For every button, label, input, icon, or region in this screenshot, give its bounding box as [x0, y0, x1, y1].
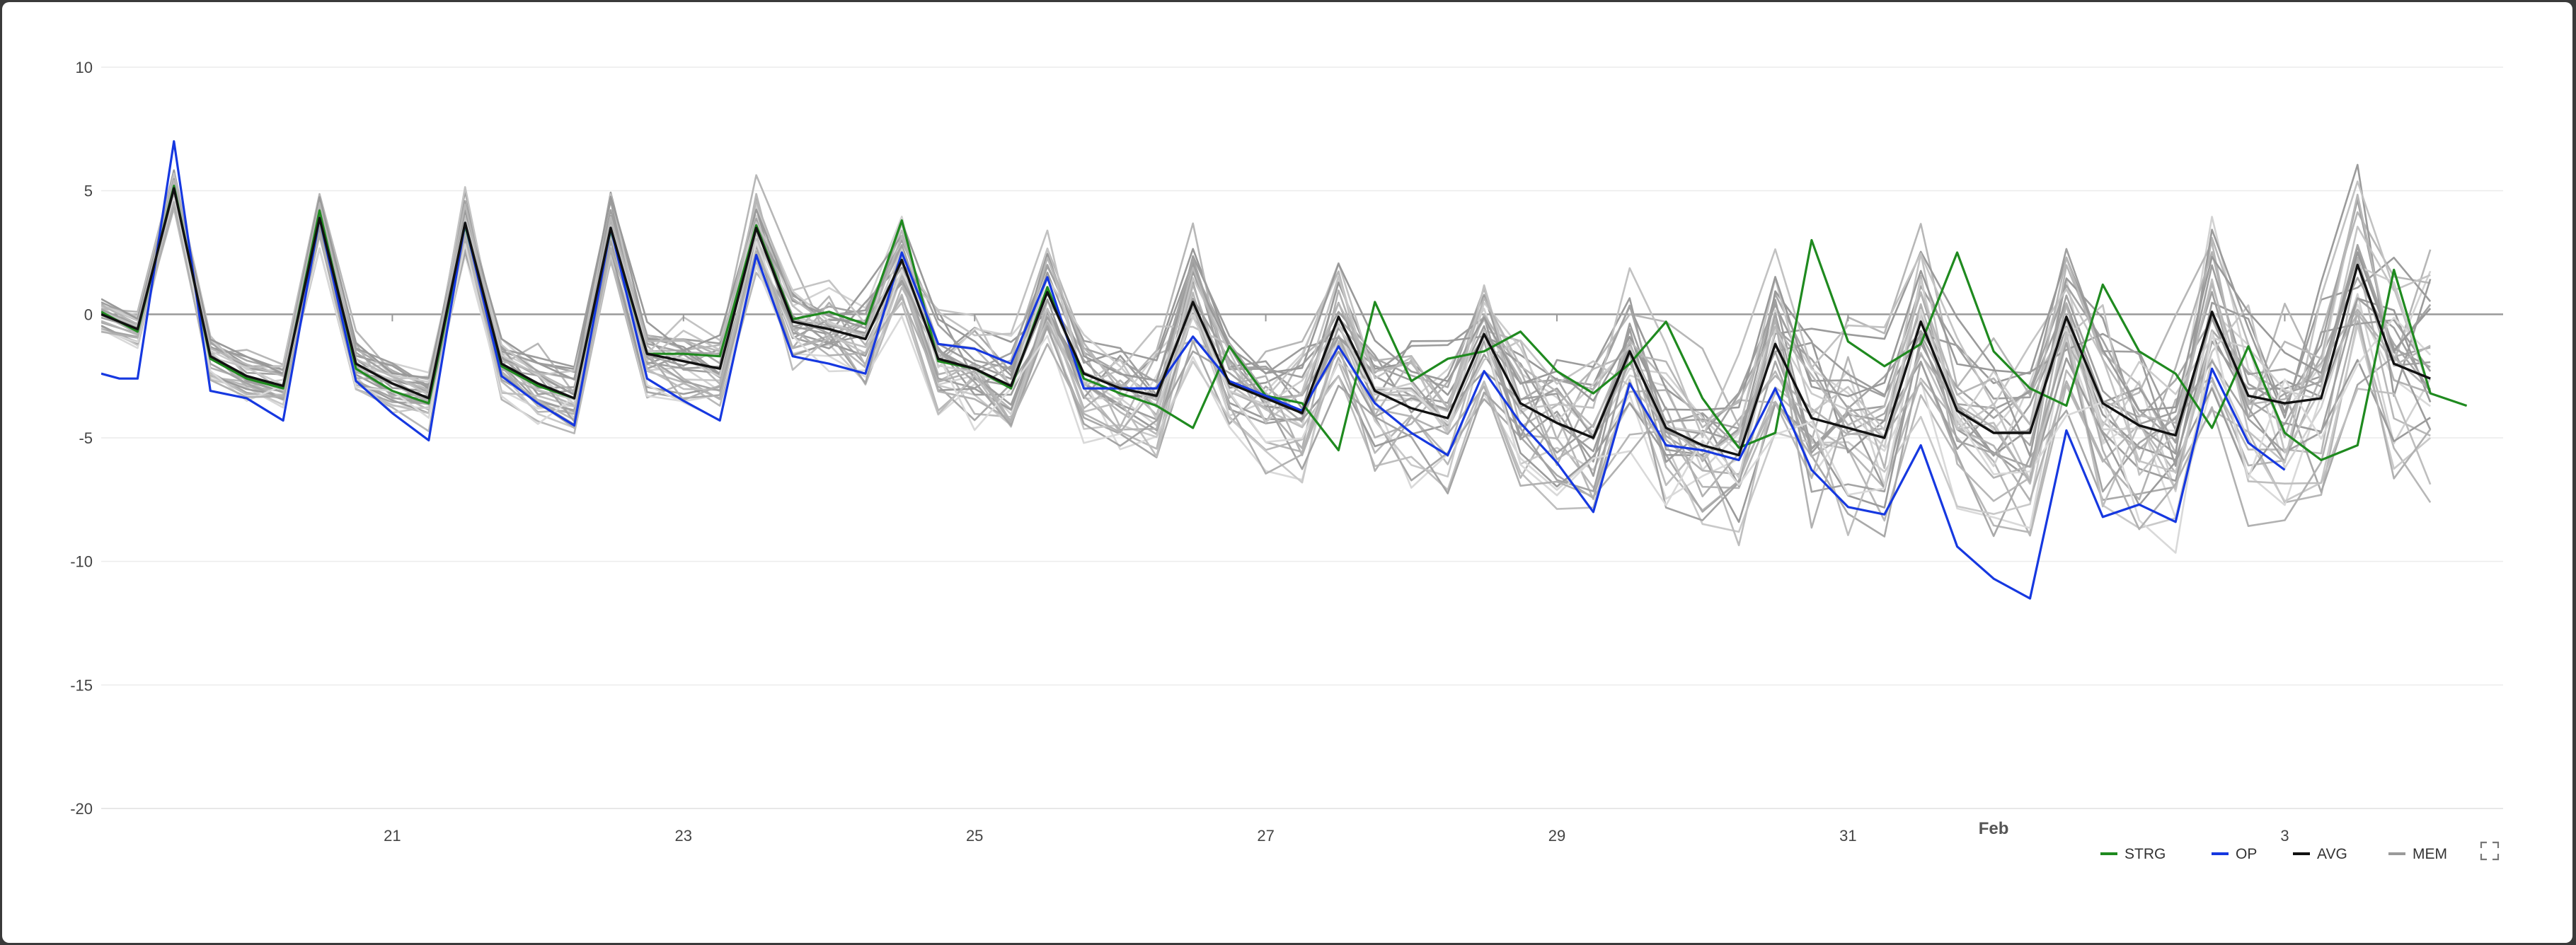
legend-label: OP	[2236, 846, 2257, 862]
mem-series-line	[101, 178, 2432, 412]
mem-series-line	[101, 196, 2432, 479]
legend-item-mem[interactable]: MEM	[2388, 846, 2447, 862]
main-series-layer	[101, 140, 2468, 600]
y-tick-label: -5	[79, 429, 93, 447]
axis-layer: 10 5 0 -5 -10 -15 -20 21 23 25 27 29 31 3 Feb	[70, 59, 2503, 845]
mem-series-line	[101, 197, 2432, 554]
mem-series-line	[101, 172, 2431, 473]
series-line-op	[101, 140, 2286, 600]
x-tick-label: 21	[384, 827, 401, 845]
fullscreen-icon[interactable]	[2478, 840, 2501, 862]
month-label: Feb	[1979, 819, 2009, 838]
legend-label: AVG	[2317, 846, 2347, 862]
legend: STRG OP AVG MEM	[2100, 846, 2447, 862]
mem-series-line	[101, 179, 2431, 429]
y-tick-label: 10	[76, 59, 93, 76]
legend-item-avg[interactable]: AVG	[2293, 846, 2347, 862]
x-tick-label: 31	[1839, 827, 1856, 845]
y-tick-label: 0	[84, 306, 93, 323]
x-tick-label: 3	[2280, 827, 2289, 845]
mem-series-line	[101, 177, 2431, 502]
legend-label: STRG	[2124, 846, 2166, 862]
x-tick-label: 25	[966, 827, 983, 845]
series-line-avg	[101, 187, 2431, 457]
mem-series-line	[101, 189, 2432, 489]
y-tick-label: 5	[84, 182, 93, 200]
y-tick-label: -20	[70, 800, 93, 818]
legend-label: MEM	[2413, 846, 2447, 862]
y-tick-label: -15	[70, 676, 93, 694]
legend-item-strg[interactable]: STRG	[2100, 846, 2166, 862]
x-tick-label: 27	[1257, 827, 1274, 845]
y-tick-label: -10	[70, 553, 93, 571]
x-tick-label: 23	[675, 827, 692, 845]
mem-series-line	[101, 201, 2432, 531]
legend-item-op[interactable]: OP	[2212, 846, 2257, 862]
mem-series-line	[101, 173, 2432, 482]
x-tick-label: 29	[1548, 827, 1565, 845]
